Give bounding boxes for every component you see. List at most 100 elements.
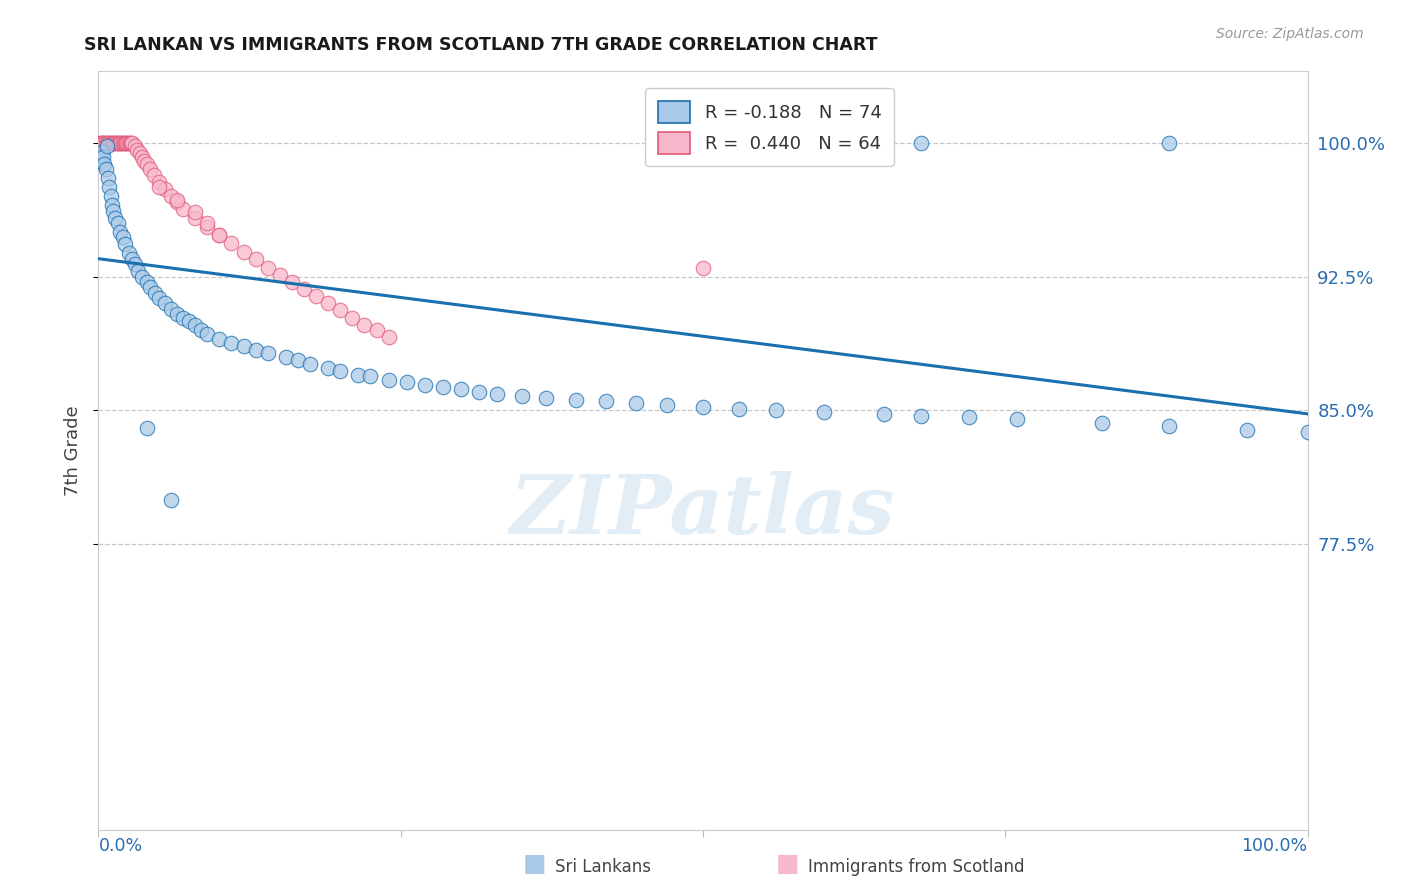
Point <box>957 410 980 425</box>
Point <box>89 136 111 150</box>
Point <box>143 285 166 300</box>
Point <box>329 364 352 378</box>
Point <box>108 136 131 150</box>
Point <box>269 268 291 282</box>
Point <box>765 403 787 417</box>
Point <box>245 343 267 357</box>
Point <box>510 389 533 403</box>
Point <box>432 380 454 394</box>
Point <box>195 326 218 341</box>
Text: Source: ZipAtlas.com: Source: ZipAtlas.com <box>1216 27 1364 41</box>
Point <box>105 136 128 150</box>
Point <box>100 136 122 150</box>
Point <box>813 405 835 419</box>
Point <box>93 136 115 150</box>
Point <box>100 136 122 150</box>
Point <box>160 492 183 507</box>
Point <box>135 421 157 435</box>
Point <box>221 235 243 250</box>
Text: 0.0%: 0.0% <box>98 837 142 855</box>
Point <box>377 330 399 344</box>
Legend: R = -0.188   N = 74, R =  0.440   N = 64: R = -0.188 N = 74, R = 0.440 N = 64 <box>645 88 894 166</box>
Point <box>143 168 166 182</box>
Point <box>232 244 254 259</box>
Point <box>534 391 557 405</box>
Point <box>377 373 399 387</box>
Point <box>94 162 117 177</box>
Point <box>195 216 218 230</box>
Point <box>208 332 231 346</box>
Point <box>91 136 114 150</box>
Point <box>91 136 114 150</box>
Point <box>413 378 436 392</box>
Point <box>360 369 382 384</box>
Point <box>153 182 176 196</box>
Point <box>121 136 143 150</box>
Point <box>468 385 491 400</box>
Point <box>153 296 176 310</box>
Point <box>565 392 588 407</box>
Point <box>104 211 127 225</box>
Point <box>692 400 714 414</box>
Point <box>366 323 388 337</box>
Point <box>256 260 278 275</box>
Point <box>347 368 370 382</box>
Point <box>395 375 418 389</box>
Text: 100.0%: 100.0% <box>1241 837 1308 855</box>
Point <box>655 398 678 412</box>
Point <box>104 136 127 150</box>
Point <box>274 350 297 364</box>
Point <box>910 136 932 150</box>
Text: Sri Lankans: Sri Lankans <box>555 858 651 876</box>
Point <box>166 307 188 321</box>
Point <box>1157 419 1180 434</box>
Point <box>287 353 309 368</box>
Point <box>160 189 183 203</box>
Point <box>107 216 129 230</box>
Point <box>1157 136 1180 150</box>
Point <box>103 136 125 150</box>
Point <box>108 136 131 150</box>
Point <box>316 296 339 310</box>
Text: ■: ■ <box>776 852 799 876</box>
Point <box>91 150 114 164</box>
Point <box>96 139 118 153</box>
Point <box>97 171 120 186</box>
Point <box>329 303 352 318</box>
Point <box>305 289 328 303</box>
Point <box>135 275 157 289</box>
Point <box>118 136 141 150</box>
Point <box>96 136 118 150</box>
Point <box>486 387 509 401</box>
Point <box>299 357 322 371</box>
Point <box>98 180 121 194</box>
Point <box>115 136 138 150</box>
Point <box>124 257 146 271</box>
Point <box>316 360 339 375</box>
Point <box>342 310 364 325</box>
Point <box>195 219 218 234</box>
Y-axis label: 7th Grade: 7th Grade <box>65 405 83 496</box>
Point <box>873 407 896 421</box>
Point <box>148 175 170 189</box>
Point <box>292 282 315 296</box>
Point <box>208 228 231 243</box>
Point <box>148 291 170 305</box>
Point <box>131 269 153 284</box>
Point <box>117 136 139 150</box>
Point <box>124 139 146 153</box>
Point <box>120 136 142 150</box>
Point <box>108 225 131 239</box>
Point <box>208 228 231 243</box>
Point <box>127 264 149 278</box>
Point <box>100 198 122 212</box>
Point <box>184 318 207 332</box>
Point <box>118 136 141 150</box>
Point <box>450 382 472 396</box>
Point <box>100 189 122 203</box>
Text: ZIPatlas: ZIPatlas <box>510 471 896 551</box>
Point <box>172 202 194 216</box>
Point <box>128 146 150 161</box>
Point <box>184 211 207 225</box>
Text: SRI LANKAN VS IMMIGRANTS FROM SCOTLAND 7TH GRADE CORRELATION CHART: SRI LANKAN VS IMMIGRANTS FROM SCOTLAND 7… <box>84 36 877 54</box>
